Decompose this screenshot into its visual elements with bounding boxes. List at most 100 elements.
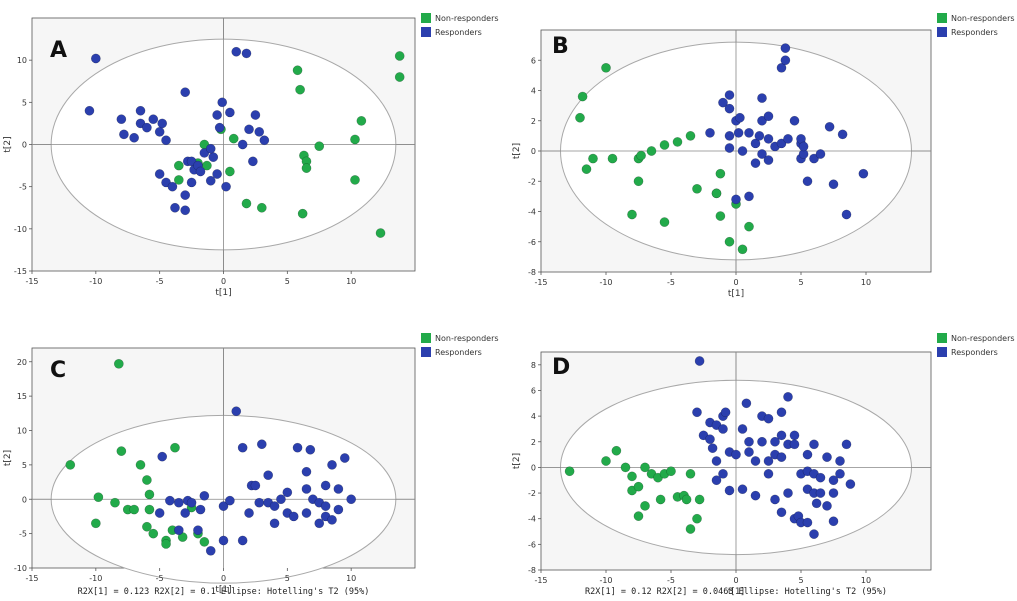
- responder-point: [237, 535, 248, 546]
- responder-point: [244, 124, 254, 135]
- responder-point: [763, 134, 774, 144]
- responder-point: [802, 449, 813, 460]
- responder-point: [757, 93, 767, 103]
- responder-point: [292, 442, 303, 453]
- responder-point: [828, 179, 839, 190]
- y-tick-label: 2: [531, 438, 536, 447]
- legend-swatch-non-responders: [937, 333, 947, 343]
- y-tick-label: 0: [531, 147, 536, 156]
- responder-point: [828, 475, 839, 486]
- responder-point: [828, 516, 839, 527]
- x-tick-label: 5: [798, 278, 803, 287]
- y-tick-label: -2: [528, 489, 536, 498]
- legend-label-non-responders: Non-responders: [435, 14, 499, 23]
- responder-point: [320, 501, 331, 511]
- responder-point: [783, 134, 793, 144]
- responder-point: [154, 508, 165, 518]
- responder-point: [770, 436, 780, 447]
- non-responder-point: [636, 150, 646, 161]
- responder-point: [724, 131, 735, 141]
- non-responder-point: [301, 163, 312, 173]
- non-responder-point: [659, 217, 670, 227]
- non-responder-point: [581, 164, 592, 174]
- legend-label-responders: Responders: [951, 348, 998, 357]
- responder-point: [180, 508, 191, 518]
- non-responder-point: [295, 84, 305, 95]
- responder-point: [824, 121, 835, 132]
- responder-point: [186, 497, 197, 508]
- y-tick-label: -2: [528, 177, 536, 186]
- responder-point: [259, 135, 270, 146]
- responder-point: [731, 194, 741, 205]
- responder-point: [724, 485, 735, 496]
- legend-label-non-responders: Non-responders: [435, 334, 499, 343]
- y-tick-label: 0: [22, 141, 27, 150]
- y-tick-label: -4: [528, 208, 536, 217]
- x-tick-label: 10: [861, 278, 871, 287]
- responder-point: [327, 515, 337, 525]
- non-responder-point: [297, 208, 308, 219]
- non-responder-point: [356, 116, 367, 126]
- x-tick-label: -5: [667, 576, 675, 585]
- responder-point: [263, 470, 274, 481]
- responder-point: [205, 175, 216, 186]
- non-responder-point: [672, 137, 683, 147]
- responder-point: [845, 479, 856, 489]
- responder-point: [237, 139, 248, 150]
- responder-point: [705, 128, 715, 138]
- responder-point: [288, 511, 299, 522]
- responder-point: [841, 439, 852, 450]
- x-tick-label: -10: [89, 574, 102, 583]
- responder-point: [737, 146, 748, 156]
- non-responder-point: [375, 228, 386, 238]
- non-responder-point: [620, 462, 631, 473]
- responder-point: [763, 468, 774, 479]
- panel-c: -15 -10 -5 0 5 10-10-505101520t[1]t[2]CNon-re…: [3, 333, 499, 597]
- responder-point: [320, 480, 331, 491]
- y-tick-label: -8: [528, 268, 536, 277]
- non-responder-point: [627, 471, 637, 482]
- x-tick-label: -5: [156, 574, 164, 583]
- panel-a: -15 -10 -5 0 5 10 -15 -10 -5 0 5 10 t[1] t[2] A Non-res…: [3, 13, 499, 298]
- responder-point: [254, 497, 265, 508]
- non-responder-point: [93, 492, 104, 503]
- responder-point: [733, 128, 744, 138]
- responder-point: [225, 107, 235, 118]
- non-responder-point: [711, 188, 722, 199]
- responder-point: [763, 111, 774, 122]
- non-responder-point: [694, 494, 705, 505]
- legend-swatch-responders: [421, 347, 431, 357]
- responder-point: [250, 110, 261, 120]
- legend-label-responders: Responders: [435, 348, 482, 357]
- y-tick-label: -8: [528, 566, 536, 575]
- responder-point: [731, 449, 741, 460]
- x-tick-label: 0: [733, 278, 738, 287]
- x-tick-label: -10: [89, 277, 102, 286]
- y-tick-label: 8: [531, 361, 536, 370]
- legend-swatch-responders: [937, 27, 947, 37]
- x-tick-label: 0: [733, 576, 738, 585]
- responder-point: [841, 209, 852, 220]
- responder-point: [333, 504, 344, 515]
- x-tick-label: 10: [346, 277, 356, 286]
- responder-point: [815, 488, 826, 498]
- responder-point: [173, 497, 184, 508]
- responder-point: [822, 452, 832, 463]
- non-responder-point: [564, 466, 575, 477]
- panel-label: C: [50, 358, 66, 383]
- x-tick-label: 5: [285, 277, 290, 286]
- x-tick-label: 10: [861, 576, 871, 585]
- panel-label: B: [552, 34, 569, 59]
- non-responder-point: [692, 183, 702, 194]
- y-tick-label: 20: [17, 358, 27, 367]
- non-responder-point: [744, 221, 754, 232]
- responder-point: [346, 494, 357, 505]
- non-responder-point: [685, 524, 696, 534]
- responder-point: [314, 518, 325, 529]
- x-tick-label: -15: [25, 574, 38, 583]
- responder-point: [763, 155, 774, 165]
- responder-point: [809, 439, 819, 450]
- responder-point: [770, 494, 780, 505]
- non-responder-point: [611, 445, 622, 456]
